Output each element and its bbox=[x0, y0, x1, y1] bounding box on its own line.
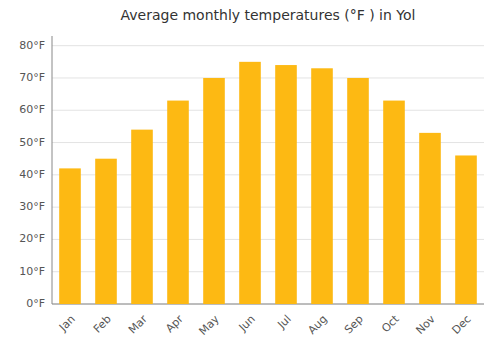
x-tick-label: Jan bbox=[56, 313, 78, 335]
x-tick-label: May bbox=[196, 312, 222, 338]
x-tick-label: Apr bbox=[163, 312, 186, 335]
x-tick-labels: Jan Feb Mar Apr May Jun Jul Aug Sep Oct Nov Dec bbox=[56, 312, 474, 338]
x-tick-label: Jun bbox=[236, 313, 258, 335]
bar bbox=[203, 78, 225, 304]
y-tick-labels: 0°F 10°F 20°F 30°F 40°F 50°F 60°F 70°F 80°F bbox=[19, 39, 45, 310]
bar bbox=[347, 78, 369, 304]
y-tick-label: 70°F bbox=[19, 71, 45, 84]
y-tick-label: 0°F bbox=[26, 297, 45, 310]
y-tick-label: 10°F bbox=[19, 265, 45, 278]
bar bbox=[311, 68, 333, 304]
x-tick-label: Oct bbox=[379, 312, 402, 335]
y-tick-label: 60°F bbox=[19, 103, 45, 116]
grid-line bbox=[52, 110, 484, 111]
grid bbox=[52, 46, 484, 304]
bar bbox=[59, 168, 81, 304]
y-tick-label: 50°F bbox=[19, 136, 45, 149]
y-tick-label: 40°F bbox=[19, 168, 45, 181]
bar bbox=[419, 133, 441, 304]
bar bbox=[131, 130, 153, 304]
x-tick-label: Jul bbox=[274, 313, 293, 332]
y-tick-label: 30°F bbox=[19, 200, 45, 213]
bar bbox=[95, 159, 117, 304]
y-axis-line bbox=[52, 36, 53, 304]
x-tick-label: Feb bbox=[91, 313, 114, 336]
grid-line bbox=[52, 45, 484, 46]
x-tick-label: Dec bbox=[450, 313, 474, 337]
bar bbox=[383, 101, 405, 304]
bar bbox=[239, 62, 261, 304]
title: Average monthly temperatures (°F ) in Yo… bbox=[121, 7, 416, 23]
x-tick-label: Mar bbox=[126, 312, 150, 336]
bar bbox=[275, 65, 297, 304]
x-tick-label: Aug bbox=[305, 313, 329, 337]
y-tick-label: 20°F bbox=[19, 232, 45, 245]
x-tick-label: Nov bbox=[413, 312, 438, 337]
bar bbox=[455, 155, 477, 304]
grid-line bbox=[52, 77, 484, 78]
bar bbox=[167, 101, 189, 304]
y-tick-label: 80°F bbox=[19, 39, 45, 52]
bars bbox=[59, 62, 477, 304]
x-tick-label: Sep bbox=[342, 313, 366, 337]
chart: 0°F 10°F 20°F 30°F 40°F 50°F 60°F 70°F 80°F Jan Fe… bbox=[0, 0, 500, 350]
